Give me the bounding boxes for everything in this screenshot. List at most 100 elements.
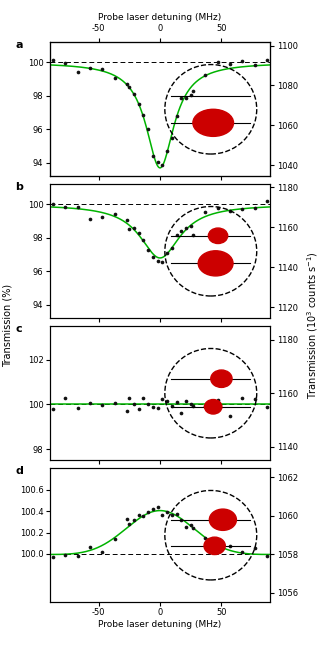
Text: d: d [15,465,23,476]
Point [126,393,132,403]
Point [265,402,270,412]
Point [169,400,174,411]
Text: Transmission (%): Transmission (%) [3,284,13,367]
Point [150,402,156,413]
Point [252,203,257,214]
Point [50,55,55,65]
Point [188,399,194,409]
Point [50,199,55,209]
Point [164,507,170,518]
Point [160,509,165,519]
Point [174,508,179,519]
Point [63,393,68,404]
Point [265,55,270,65]
Point [141,110,146,120]
Point [191,86,196,96]
Point [174,230,179,240]
Point [141,393,146,403]
Point [87,542,92,552]
Point [87,63,92,74]
Point [126,519,132,529]
Point [191,230,196,240]
Point [203,533,208,543]
Point [112,398,117,408]
Point [141,234,146,245]
Point [240,393,245,403]
Point [112,534,117,545]
Point [75,403,80,413]
Point [150,504,156,514]
Point [203,207,208,217]
X-axis label: Probe laser detuning (MHz): Probe laser detuning (MHz) [98,13,222,22]
Point [228,411,233,421]
Point [169,243,174,253]
Point [112,73,117,83]
Point [228,59,233,70]
Point [184,395,189,406]
Point [87,397,92,408]
Point [155,502,160,512]
Point [50,551,55,562]
Point [124,406,129,417]
Point [191,522,196,533]
Point [215,535,220,546]
Point [164,247,170,258]
Point [150,251,156,262]
Point [188,89,194,100]
Point [155,157,160,167]
Point [124,514,129,525]
Point [215,395,220,406]
Point [131,89,136,100]
Point [50,404,55,415]
X-axis label: Probe laser detuning (MHz): Probe laser detuning (MHz) [98,620,222,630]
Point [63,202,68,212]
Point [228,541,233,551]
Point [240,546,245,557]
Point [131,398,136,409]
Point [155,255,160,266]
Point [136,99,141,109]
Point [146,124,151,135]
Point [112,209,117,219]
Point [184,93,189,104]
Point [179,514,184,525]
Point [136,228,141,238]
Point [203,70,208,80]
Point [131,223,136,233]
Point [100,63,105,74]
Point [126,223,132,234]
Text: c: c [15,324,22,333]
Point [75,551,80,561]
Point [136,404,141,414]
Point [179,93,184,104]
Point [160,160,165,171]
Point [124,79,129,89]
Point [146,399,151,409]
Point [100,547,105,557]
Text: b: b [15,182,23,191]
Point [155,402,160,413]
Point [252,60,257,70]
Point [252,543,257,553]
Point [164,146,170,156]
Point [131,514,136,525]
Point [188,519,194,530]
Point [228,206,233,216]
Point [203,401,208,411]
Point [75,202,80,213]
Point [252,393,257,404]
Point [174,111,179,122]
Point [164,396,170,406]
Point [146,507,151,518]
Point [150,151,156,161]
Point [141,510,146,521]
Point [169,133,174,143]
Point [160,257,165,268]
Point [160,394,165,404]
Point [100,400,105,410]
Point [240,55,245,66]
Point [184,522,189,533]
Point [265,551,270,561]
Point [240,204,245,214]
Point [179,226,184,236]
